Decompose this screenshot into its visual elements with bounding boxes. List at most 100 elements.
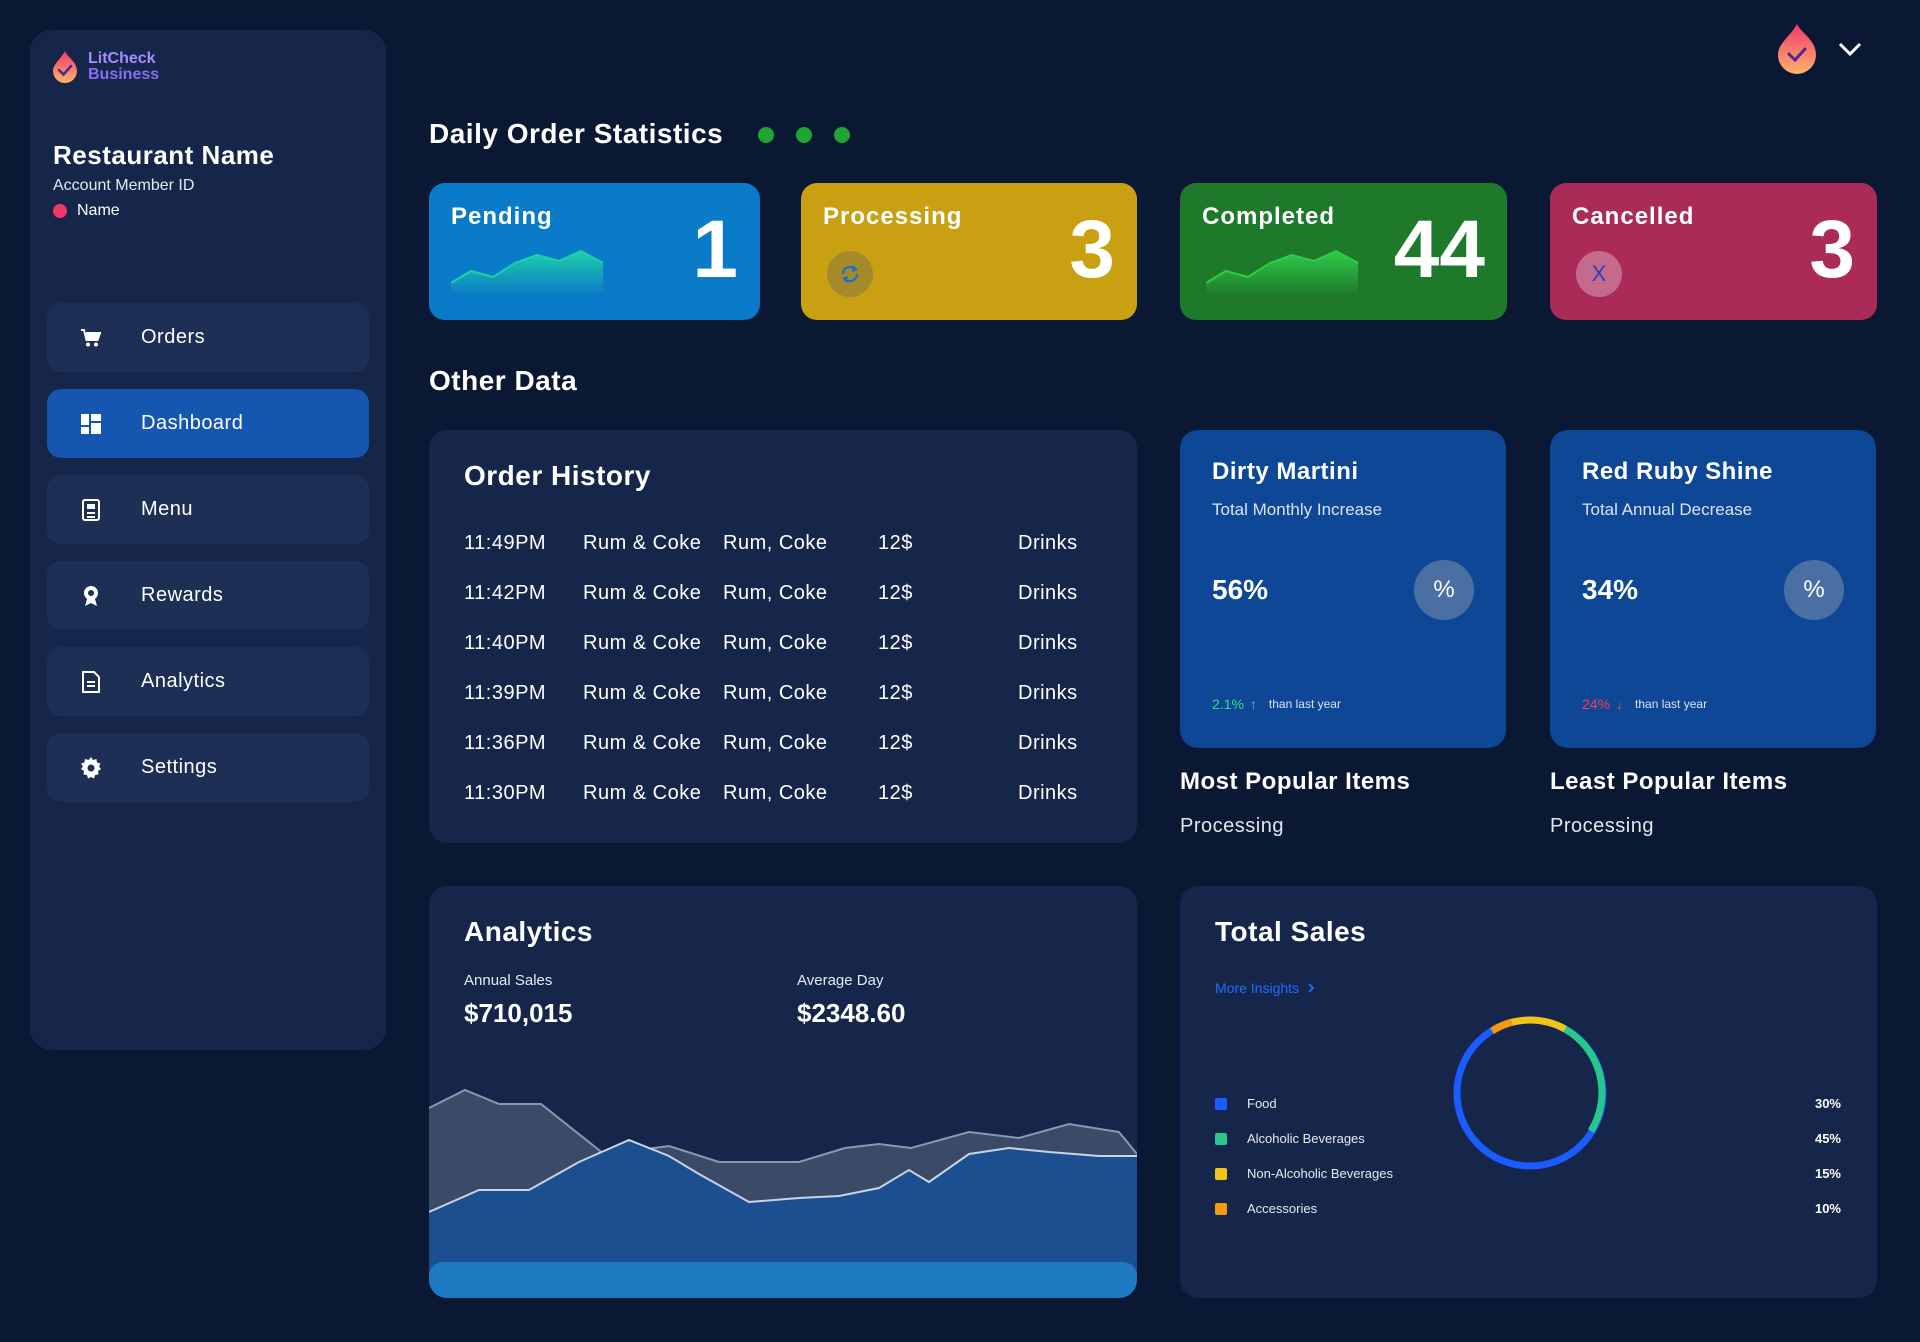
refresh-icon <box>827 251 873 297</box>
order-category: Drinks <box>1018 782 1078 804</box>
arrow-up-icon: ↑ <box>1249 696 1257 712</box>
promo-delta: 24% ↓ than last year <box>1582 696 1707 712</box>
order-item: Rum & Coke <box>583 532 702 554</box>
stat-label: Pending <box>451 203 553 230</box>
least-popular-status: Processing <box>1550 815 1654 837</box>
member-name: Name <box>53 202 120 220</box>
legend-item: Accessories 10% <box>1215 1200 1845 1220</box>
promo-card-dirty-martini[interactable]: Dirty Martini Total Monthly Increase 56%… <box>1180 430 1506 748</box>
order-category: Drinks <box>1018 532 1078 554</box>
order-ingredients: Rum, Coke <box>723 732 828 754</box>
stat-value: 3 <box>1069 204 1115 295</box>
table-row[interactable]: 11:36PM Rum & Coke Rum, Coke 12$ Drinks <box>464 732 1084 762</box>
brand-logo[interactable]: LitCheck Business <box>50 50 159 84</box>
sidebar-item-menu[interactable]: Menu <box>47 475 369 544</box>
legend-percent: 15% <box>1814 1166 1841 1181</box>
table-row[interactable]: 11:49PM Rum & Coke Rum, Coke 12$ Drinks <box>464 532 1084 562</box>
sidebar-item-settings[interactable]: Settings <box>47 733 369 802</box>
order-item: Rum & Coke <box>583 682 702 704</box>
cancel-x-icon: X <box>1576 251 1622 297</box>
analytics-panel: Analytics <box>429 886 1137 1298</box>
sidebar-item-label: Rewards <box>141 584 224 606</box>
table-row[interactable]: 11:40PM Rum & Coke Rum, Coke 12$ Drinks <box>464 632 1084 662</box>
promo-card-red-ruby-shine[interactable]: Red Ruby Shine Total Annual Decrease 34%… <box>1550 430 1876 748</box>
stat-value: 3 <box>1809 204 1855 295</box>
order-item: Rum & Coke <box>583 632 702 654</box>
sparkline-icon <box>451 249 604 295</box>
promo-percent: 56% <box>1212 574 1269 605</box>
sparkline-icon <box>1206 249 1359 295</box>
legend-swatch <box>1215 1203 1227 1215</box>
order-price: 12$ <box>878 682 913 704</box>
completed-card[interactable]: Completed 44 <box>1180 183 1507 320</box>
restaurant-name: Restaurant Name <box>53 140 275 170</box>
sidebar-item-label: Orders <box>141 326 206 348</box>
analytics-area-chart <box>429 1088 1137 1298</box>
average-day-value: $2348.60 <box>797 998 906 1028</box>
more-insights-label: More Insights <box>1215 980 1300 996</box>
legend-percent: 45% <box>1814 1131 1841 1146</box>
gear-icon <box>79 756 103 780</box>
legend-label: Food <box>1247 1096 1277 1111</box>
legend-swatch <box>1215 1098 1227 1110</box>
order-time: 11:40PM <box>464 632 547 654</box>
stat-value: 1 <box>692 204 738 295</box>
daily-stats-title: Daily Order Statistics <box>429 118 724 149</box>
pending-card[interactable]: Pending 1 <box>429 183 760 320</box>
order-item: Rum & Coke <box>583 782 702 804</box>
order-time: 11:30PM <box>464 782 547 804</box>
order-price: 12$ <box>878 582 913 604</box>
sidebar-nav: Orders Dashboard Menu Rewards Analytics <box>47 303 369 819</box>
status-dot-icon <box>796 127 812 143</box>
cancelled-card[interactable]: Cancelled X 3 <box>1550 183 1877 320</box>
status-dot-icon <box>834 127 850 143</box>
order-category: Drinks <box>1018 632 1078 654</box>
order-category: Drinks <box>1018 582 1078 604</box>
analytics-icon <box>79 670 103 694</box>
legend-percent: 30% <box>1814 1096 1841 1111</box>
table-row[interactable]: 11:39PM Rum & Coke Rum, Coke 12$ Drinks <box>464 682 1084 712</box>
processing-card[interactable]: Processing 3 <box>801 183 1137 320</box>
more-insights-link[interactable]: More Insights <box>1215 980 1315 996</box>
sidebar-item-orders[interactable]: Orders <box>47 303 369 372</box>
brand-line2: Business <box>88 66 160 83</box>
sidebar-item-label: Analytics <box>141 670 226 692</box>
brand-line1: LitCheck <box>88 50 156 67</box>
legend-label: Non-Alcoholic Beverages <box>1247 1166 1393 1181</box>
order-price: 12$ <box>878 782 913 804</box>
chevron-right-icon <box>1308 983 1315 993</box>
legend-item: Alcoholic Beverages 45% <box>1215 1130 1845 1150</box>
legend-swatch <box>1215 1168 1227 1180</box>
average-day-label: Average Day <box>797 972 884 989</box>
stat-value: 44 <box>1393 204 1485 295</box>
menu-icon <box>79 498 103 522</box>
order-ingredients: Rum, Coke <box>723 682 828 704</box>
delta-label: than last year <box>1268 697 1341 711</box>
rewards-icon <box>79 584 103 608</box>
other-data-title: Other Data <box>429 365 578 396</box>
percent-icon: % <box>1784 560 1844 620</box>
dashboard-icon <box>79 412 103 436</box>
order-price: 12$ <box>878 732 913 754</box>
sidebar-item-dashboard[interactable]: Dashboard <box>47 389 369 458</box>
promo-title: Dirty Martini <box>1212 458 1359 485</box>
annual-sales-label: Annual Sales <box>464 972 553 989</box>
table-row[interactable]: 11:30PM Rum & Coke Rum, Coke 12$ Drinks <box>464 782 1084 812</box>
cart-icon <box>79 326 103 350</box>
status-dot-icon <box>758 127 774 143</box>
order-time: 11:36PM <box>464 732 547 754</box>
member-id: Account Member ID <box>53 177 195 194</box>
stat-label: Processing <box>823 203 963 230</box>
promo-subtitle: Total Annual Decrease <box>1582 500 1753 519</box>
sidebar-item-label: Menu <box>141 498 194 520</box>
member-name-label: Name <box>77 202 120 219</box>
order-ingredients: Rum, Coke <box>723 632 828 654</box>
legend-item: Food 30% <box>1215 1095 1845 1115</box>
profile-menu[interactable] <box>1774 22 1862 76</box>
sidebar-item-rewards[interactable]: Rewards <box>47 561 369 630</box>
order-price: 12$ <box>878 532 913 554</box>
chevron-down-icon[interactable] <box>1838 41 1862 57</box>
table-row[interactable]: 11:42PM Rum & Coke Rum, Coke 12$ Drinks <box>464 582 1084 612</box>
order-time: 11:49PM <box>464 532 547 554</box>
sidebar-item-analytics[interactable]: Analytics <box>47 647 369 716</box>
